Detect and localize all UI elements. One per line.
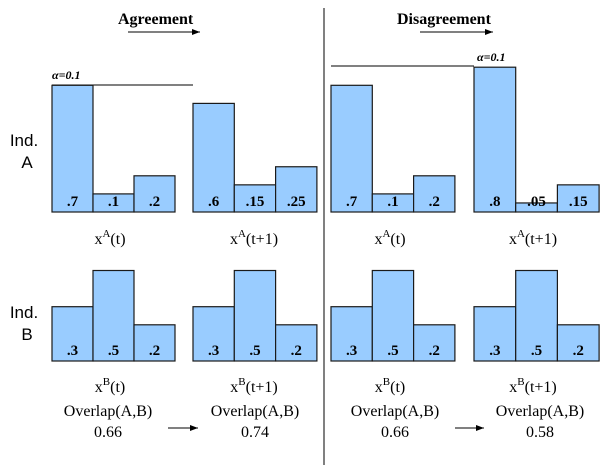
caption-disagreement-b-t: xB(t) [375, 376, 405, 396]
caption-disagreement-b-t1: xB(t+1) [509, 376, 556, 396]
bar-value-agreement-b-t-3: .2 [149, 343, 160, 359]
row-label-b-line2: B [21, 325, 32, 344]
bar-value-disagreement-b-t-3: .2 [429, 343, 440, 359]
bar-value-agreement-b-t-1: .3 [67, 343, 78, 359]
bar-disagreement-a-t1-1 [473, 66, 517, 213]
bar-disagreement-a-t1-3 [556, 184, 600, 213]
bar-value-agreement-b-t1-1: .3 [208, 343, 219, 359]
bar-disagreement-b-t1-2 [515, 269, 559, 362]
row-label-a-line1: Ind. [10, 131, 38, 150]
bar-value-disagreement-b-t1-1: .3 [489, 343, 500, 359]
overlap-label-disagreement-t: Overlap(A,B) [351, 403, 439, 420]
bar-disagreement-b-t-3 [413, 324, 456, 362]
alpha-label-agreement: α=0.1 [52, 68, 80, 82]
caption-agreement-b-t1: xB(t+1) [230, 376, 277, 396]
bar-agreement-a-t-3 [133, 175, 176, 213]
bar-agreement-b-t1-3 [275, 324, 318, 362]
bar-value-disagreement-a-t-2: .1 [387, 194, 398, 210]
histogram-agreement-a-t: .7 .1 .2 xA(t) [51, 84, 176, 248]
caption-agreement-a-t: xA(t) [94, 228, 125, 248]
agreement-header: Agreement [118, 11, 194, 28]
bar-agreement-b-t-1 [51, 306, 94, 362]
disagreement-header: Disagreement [397, 11, 492, 28]
bar-disagreement-a-t-3 [413, 175, 456, 213]
row-label-a-line2: A [21, 153, 33, 172]
bar-value-disagreement-a-t-3: .2 [429, 194, 440, 210]
bar-value-agreement-a-t-3: .2 [149, 194, 160, 210]
bar-value-agreement-b-t1-2: .5 [249, 343, 260, 359]
histogram-agreement-b-t: .3 .5 .2 xB(t) [51, 269, 176, 396]
bar-value-agreement-a-t-1: .7 [67, 194, 79, 210]
bar-agreement-b-t1-1 [192, 306, 235, 362]
overlap-value-agreement-t1: 0.74 [241, 424, 269, 441]
histogram-disagreement-b-t: .3 .5 .2 xB(t) [330, 269, 456, 396]
bar-disagreement-b-t1-1 [473, 306, 517, 362]
bar-agreement-a-t-1 [51, 84, 94, 213]
histogram-disagreement-b-t1: .3 .5 .2 xB(t+1) [473, 269, 600, 396]
histogram-disagreement-a-t1: .8 .05 .15 xA(t+1) [473, 66, 600, 248]
bar-agreement-b-t-3 [133, 324, 176, 362]
bar-value-disagreement-a-t-1: .7 [346, 194, 358, 210]
row-label-b-line1: Ind. [10, 303, 38, 322]
bar-value-agreement-a-t1-1: .6 [208, 194, 220, 210]
bar-value-agreement-a-t-2: .1 [108, 194, 119, 210]
histogram-agreement-b-t1: .3 .5 .2 xB(t+1) [192, 269, 318, 396]
overlap-value-disagreement-t: 0.66 [381, 424, 409, 441]
caption-disagreement-a-t: xA(t) [374, 228, 405, 248]
caption-agreement-b-t: xB(t) [95, 376, 125, 396]
bar-value-disagreement-a-t1-1: .8 [489, 194, 500, 210]
bar-value-disagreement-b-t-2: .5 [387, 343, 398, 359]
bar-agreement-a-t1-3 [275, 166, 318, 213]
bar-agreement-b-t1-2 [233, 269, 277, 362]
bar-value-agreement-b-t-2: .5 [108, 343, 119, 359]
bar-value-agreement-a-t1-2: .15 [246, 194, 265, 210]
overlap-label-agreement-t: Overlap(A,B) [64, 403, 152, 420]
bar-value-disagreement-b-t1-3: .2 [573, 343, 584, 359]
bar-value-disagreement-a-t1-2: .05 [527, 194, 546, 210]
overlap-value-disagreement-t1: 0.58 [526, 424, 554, 441]
bar-value-agreement-b-t1-3: .2 [291, 343, 302, 359]
bar-value-agreement-a-t1-3: .25 [287, 194, 306, 210]
overlap-label-agreement-t1: Overlap(A,B) [211, 403, 299, 420]
bar-value-disagreement-b-t-1: .3 [346, 343, 357, 359]
bar-agreement-b-t-2 [92, 269, 135, 362]
overlap-value-agreement-t: 0.66 [94, 424, 122, 441]
caption-disagreement-a-t1: xA(t+1) [509, 228, 557, 248]
bar-value-disagreement-b-t1-2: .5 [531, 343, 542, 359]
bar-disagreement-a-t-1 [330, 84, 373, 213]
bar-agreement-a-t1-1 [192, 102, 235, 213]
histogram-agreement-a-t1: .6 .15 .25 xA(t+1) [192, 102, 318, 248]
alpha-label-disagreement: α=0.1 [477, 50, 505, 64]
overlap-label-disagreement-t1: Overlap(A,B) [496, 403, 584, 420]
bar-disagreement-b-t1-3 [556, 324, 600, 362]
bar-disagreement-b-t-2 [371, 269, 415, 362]
bar-value-disagreement-a-t1-3: .15 [569, 194, 588, 210]
histogram-disagreement-a-t: .7 .1 .2 xA(t) [330, 84, 456, 248]
caption-agreement-a-t1: xA(t+1) [230, 228, 278, 248]
